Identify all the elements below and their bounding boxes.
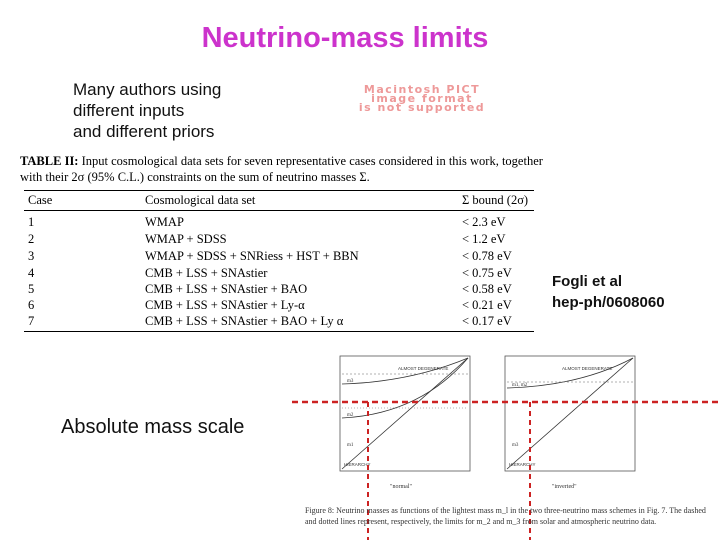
table-cell-data: WMAP bbox=[145, 215, 184, 229]
table-header-case: Case bbox=[28, 193, 53, 207]
table-cell-case: 5 bbox=[28, 282, 35, 296]
intro-line: different inputs bbox=[73, 101, 185, 120]
panel-label-bottom: HIERARCHY bbox=[509, 462, 536, 467]
table-cell-bound: < 0.78 eV bbox=[462, 249, 512, 263]
table-cell-case: 1 bbox=[28, 215, 35, 229]
curve-label: m3 bbox=[512, 443, 519, 448]
page-title: Neutrino-mass limits bbox=[201, 22, 489, 54]
reference-citation: Fogli et al hep-ph/0608060 bbox=[552, 271, 665, 313]
table-cell-data: CMB + LSS + SNAstier bbox=[145, 266, 268, 280]
table-cell-bound: < 2.3 eV bbox=[462, 215, 506, 229]
curve-label: m2 bbox=[347, 413, 354, 418]
table-cell-data: CMB + LSS + SNAstier + BAO + Ly α bbox=[145, 314, 344, 328]
table-cell-bound: < 0.21 eV bbox=[462, 298, 512, 312]
table-cell-data: CMB + LSS + SNAstier + Ly-α bbox=[145, 298, 305, 312]
pict-placeholder: Macintosh PICT image format is not suppo… bbox=[296, 83, 548, 114]
right-panel: ALMOST DEGENERATE HIERARCHY m1, m2 m3 "i… bbox=[504, 355, 636, 490]
table-cell-case: 2 bbox=[28, 232, 35, 246]
curve bbox=[341, 357, 469, 470]
panel-frame bbox=[339, 355, 471, 472]
panel-label-top: ALMOST DEGENERATE bbox=[562, 366, 612, 371]
curve bbox=[506, 357, 634, 470]
table-cell-bound: < 0.58 eV bbox=[462, 282, 512, 296]
figure-caption: Figure 8: Neutrino masses as functions o… bbox=[305, 506, 706, 526]
table-caption: TABLE II: Input cosmological data sets f… bbox=[20, 153, 550, 185]
table-cell-bound: < 0.17 eV bbox=[462, 314, 512, 328]
table-caption-label: TABLE II: bbox=[20, 154, 79, 168]
absolute-mass-label: Absolute mass scale bbox=[61, 416, 245, 438]
intro-line: Many authors using bbox=[73, 80, 222, 99]
pict-line: Macintosh PICT bbox=[363, 83, 481, 96]
table-cell-bound: < 0.75 eV bbox=[462, 266, 512, 280]
panel-xlabel: "inverted" bbox=[552, 484, 577, 490]
panel-frame bbox=[504, 355, 636, 472]
curve bbox=[506, 357, 634, 389]
table-header-data: Cosmological data set bbox=[145, 193, 256, 207]
table-rule bbox=[24, 331, 534, 332]
intro-line: and different priors bbox=[73, 122, 215, 141]
curve bbox=[341, 357, 469, 385]
table-caption-text: Input cosmological data sets for seven r… bbox=[20, 154, 543, 184]
table-rule bbox=[24, 210, 534, 211]
table-cell-case: 7 bbox=[28, 314, 35, 328]
reference-arxiv: hep-ph/0608060 bbox=[552, 294, 665, 311]
table-rule bbox=[24, 190, 534, 191]
table-cell-case: 3 bbox=[28, 249, 35, 263]
curve-label: m3 bbox=[347, 379, 354, 384]
pict-line: image format bbox=[371, 92, 473, 105]
pict-line: is not supported bbox=[358, 101, 486, 114]
table-cell-bound: < 1.2 eV bbox=[462, 232, 506, 246]
table-header-bound: Σ bound (2σ) bbox=[462, 193, 529, 207]
table-cell-case: 6 bbox=[28, 298, 35, 312]
table-cell-case: 4 bbox=[28, 266, 35, 280]
panel-label-top: ALMOST DEGENERATE bbox=[398, 366, 448, 371]
left-panel: ALMOST DEGENERATE HIERARCHY m3 m2 m1 "no… bbox=[339, 355, 471, 490]
curve-label: m1 bbox=[347, 443, 354, 448]
mass-spectrum-figure: ALMOST DEGENERATE HIERARCHY m3 m2 m1 "no… bbox=[292, 355, 718, 540]
table-cell-data: WMAP + SDSS + SNRiess + HST + BBN bbox=[145, 249, 359, 263]
intro-text: Many authors using different inputs and … bbox=[73, 79, 221, 142]
curve-label: m1, m2 bbox=[512, 383, 528, 388]
reference-authors: Fogli et al bbox=[552, 273, 623, 290]
table-cell-data: CMB + LSS + SNAstier + BAO bbox=[145, 282, 308, 296]
panel-xlabel: "normal" bbox=[390, 484, 412, 490]
panel-label-bottom: HIERARCHY bbox=[344, 462, 371, 467]
table-cell-data: WMAP + SDSS bbox=[145, 232, 227, 246]
